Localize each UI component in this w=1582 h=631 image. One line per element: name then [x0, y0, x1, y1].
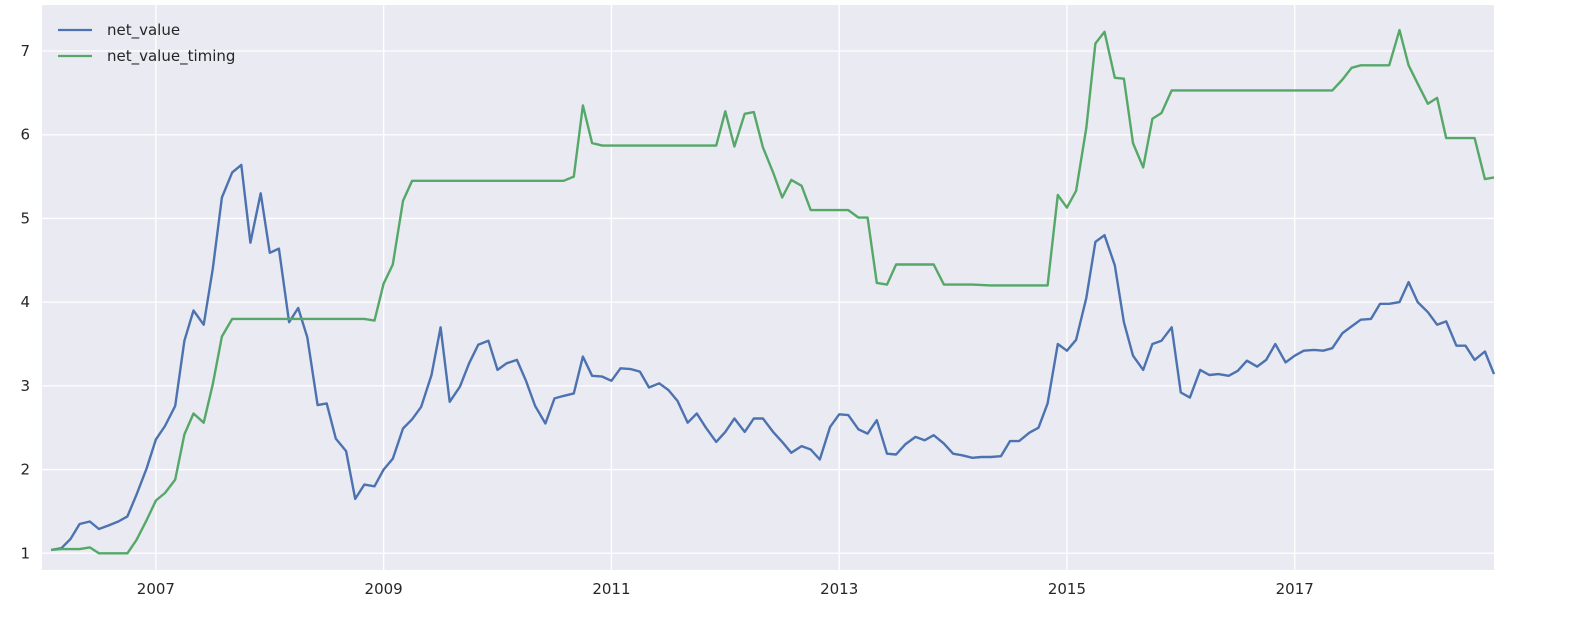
series-line-net-value-timing: [51, 28, 1495, 555]
series-line-net-value: [50, 163, 1496, 552]
y-tick-label: 1: [20, 544, 30, 562]
y-tick-label: 4: [20, 293, 30, 311]
x-tick-label: 2015: [1048, 580, 1086, 598]
x-tick-label: 2007: [137, 580, 175, 598]
x-tick-label: 2017: [1276, 580, 1314, 598]
legend-label-net-value: net_value: [107, 21, 180, 40]
x-tick-label: 2011: [592, 580, 630, 598]
y-tick-label: 6: [20, 126, 30, 144]
y-tick-label: 2: [20, 461, 30, 479]
y-tick-label: 7: [20, 42, 30, 60]
tick-labels: 1 2 3 4 5 6 7 2007 2009 2011 2013 2015 2017: [20, 42, 1313, 598]
legend-label-net-value-timing: net_value_timing: [107, 47, 235, 66]
legend: net_value net_value_timing: [58, 21, 235, 66]
series-layer: [50, 28, 1496, 555]
x-tick-label: 2009: [365, 580, 403, 598]
y-tick-label: 5: [20, 209, 30, 227]
y-tick-label: 3: [20, 377, 30, 395]
x-tick-label: 2013: [820, 580, 858, 598]
grid-lines: [42, 5, 1494, 570]
